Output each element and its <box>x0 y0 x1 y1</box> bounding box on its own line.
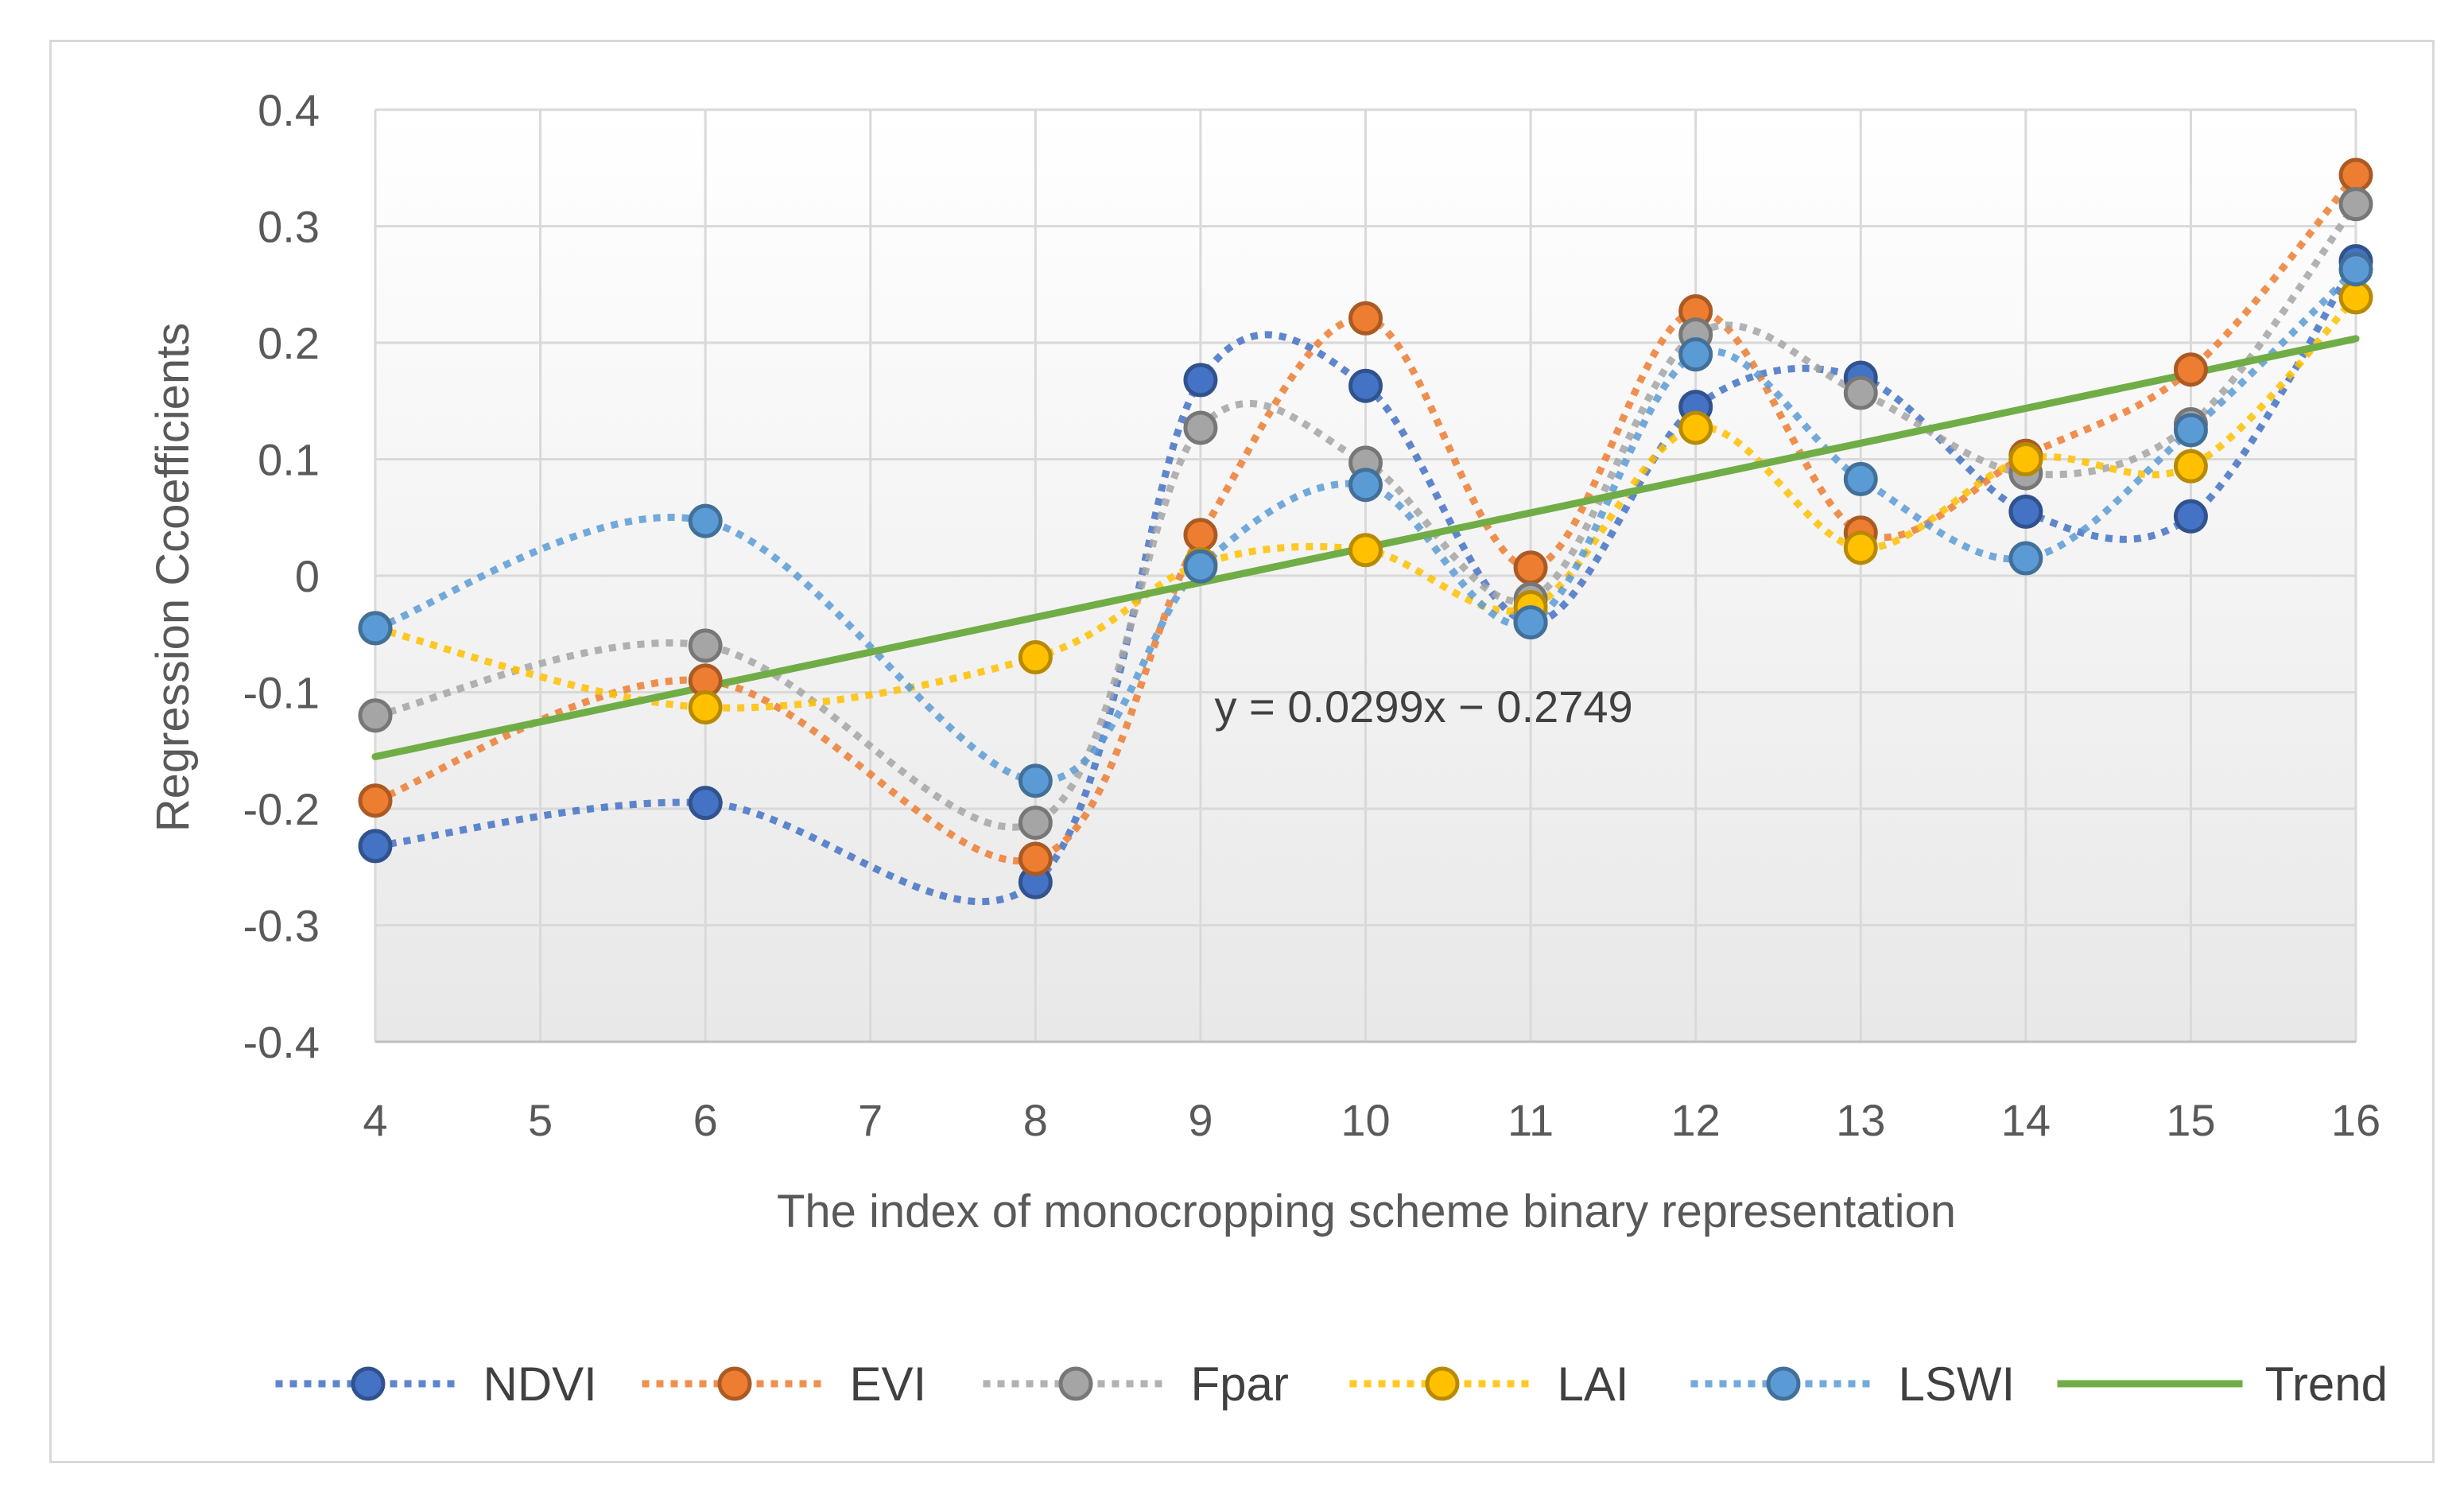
legend-swatch-marker-lswi <box>1766 1366 1801 1401</box>
point-lai <box>688 690 723 725</box>
point-ndvi <box>1183 363 1218 398</box>
x-tick-label: 10 <box>1341 1095 1390 1145</box>
series-layer <box>358 157 2373 905</box>
point-evi <box>1513 550 1548 585</box>
x-tick-label: 4 <box>363 1095 387 1145</box>
legend-item-fpar: Fpar <box>983 1357 1289 1411</box>
point-fpar <box>2338 187 2373 222</box>
point-lswi <box>2173 413 2208 448</box>
legend: NDVI EVI Fpar LAI LSWI Trend <box>275 1357 2388 1411</box>
point-ndvi <box>2173 499 2208 534</box>
y-tick-label: -0.2 <box>243 784 320 834</box>
series-line-lai <box>374 294 2359 712</box>
y-tick-label: -0.3 <box>243 901 320 951</box>
y-tick-label: 0.3 <box>258 202 320 252</box>
legend-item-trend: Trend <box>2057 1357 2388 1411</box>
x-axis-title: The index of monocropping scheme binary … <box>777 1186 1956 1237</box>
y-axis-title: Regression Ccoefficients <box>147 323 199 832</box>
legend-swatch-marker-lai <box>1425 1366 1460 1401</box>
point-fpar <box>358 698 393 733</box>
point-evi <box>1183 518 1218 553</box>
point-evi <box>2173 352 2208 387</box>
point-lai <box>1843 530 1878 565</box>
legend-label-trend: Trend <box>2265 1357 2388 1411</box>
x-tick-label: 11 <box>1508 1095 1554 1145</box>
series-line-fpar <box>374 201 2359 831</box>
x-tick-label: 5 <box>528 1095 553 1145</box>
point-lswi <box>2338 252 2373 287</box>
point-ndvi <box>358 829 393 864</box>
point-lai <box>2008 442 2043 476</box>
y-axis-ticks: -0.4 -0.3 -0.2 -0.1 0 0.1 0.2 0.3 0.4 <box>243 85 320 1067</box>
x-axis-ticks: 4 5 6 7 8 9 10 11 12 13 14 15 16 <box>363 1095 2381 1145</box>
gridlines <box>374 108 2357 1043</box>
point-lai <box>2338 280 2373 315</box>
x-tick-label: 8 <box>1023 1095 1048 1145</box>
legend-label-evi: EVI <box>850 1357 927 1411</box>
trend-equation-label: y = 0.0299x − 0.2749 <box>1215 682 1633 732</box>
legend-item-lai: LAI <box>1349 1357 1629 1411</box>
y-tick-label: -0.1 <box>243 668 320 718</box>
series-line-lswi <box>374 266 2359 785</box>
point-lswi <box>688 503 723 538</box>
point-lswi <box>1018 763 1053 798</box>
point-lswi <box>2008 541 2043 576</box>
point-lswi <box>1843 461 1878 496</box>
legend-swatch-marker-fpar <box>1058 1366 1093 1401</box>
x-tick-label: 12 <box>1671 1095 1721 1145</box>
y-tick-label: 0 <box>295 551 320 601</box>
x-tick-label: 13 <box>1836 1095 1885 1145</box>
point-fpar <box>1018 806 1053 841</box>
point-evi <box>358 783 393 818</box>
legend-item-lswi: LSWI <box>1690 1357 2016 1411</box>
point-lswi <box>1348 468 1383 503</box>
point-fpar <box>688 628 723 663</box>
point-fpar <box>1183 410 1218 445</box>
series-line-ndvi <box>374 259 2359 905</box>
point-lswi <box>1678 337 1713 372</box>
point-lai <box>1678 410 1713 445</box>
y-tick-label: 0.1 <box>258 435 320 485</box>
point-lswi <box>1183 549 1218 584</box>
legend-label-lswi: LSWI <box>1899 1357 2016 1411</box>
point-fpar <box>1843 375 1878 410</box>
legend-item-ndvi: NDVI <box>275 1357 597 1411</box>
legend-label-lai: LAI <box>1558 1357 1629 1411</box>
point-evi <box>1018 841 1053 876</box>
point-lswi <box>358 611 393 646</box>
point-ndvi <box>688 786 723 821</box>
point-ndvi <box>2008 494 2043 529</box>
legend-swatch-marker-ndvi <box>351 1366 386 1401</box>
x-tick-label: 7 <box>858 1095 883 1145</box>
point-lswi <box>1513 605 1548 640</box>
point-ndvi <box>1348 368 1383 403</box>
series-line-evi <box>374 173 2359 864</box>
point-evi <box>1348 301 1383 336</box>
x-tick-label: 14 <box>2001 1095 2051 1145</box>
y-tick-label: 0.4 <box>258 85 320 135</box>
x-tick-label: 16 <box>2331 1095 2381 1145</box>
legend-item-evi: EVI <box>642 1357 927 1411</box>
x-tick-label: 9 <box>1188 1095 1213 1145</box>
y-tick-label: 0.2 <box>258 318 320 368</box>
legend-label-fpar: Fpar <box>1191 1357 1289 1411</box>
x-tick-label: 15 <box>2166 1095 2215 1145</box>
point-lai <box>2173 449 2208 484</box>
point-evi <box>2338 157 2373 192</box>
x-tick-label: 6 <box>693 1095 718 1145</box>
point-lai <box>1018 640 1053 675</box>
legend-label-ndvi: NDVI <box>483 1357 597 1411</box>
point-lai <box>1348 533 1383 568</box>
legend-swatch-marker-evi <box>717 1366 752 1401</box>
y-tick-label: -0.4 <box>243 1017 320 1067</box>
